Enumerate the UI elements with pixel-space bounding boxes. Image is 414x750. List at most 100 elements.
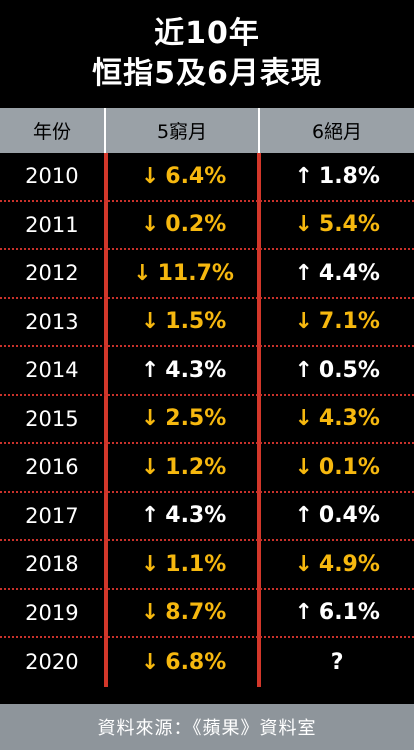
table-header: 年份 5窮月 6絕月: [0, 108, 414, 153]
may-change-cell: ↓ 8.7%: [108, 600, 260, 625]
year-cell: 2016: [25, 455, 79, 480]
header-separator: [258, 108, 260, 153]
change-value: 1.1%: [165, 551, 227, 577]
arrow-down-icon: ↓: [140, 454, 160, 480]
june-change-cell: ?: [260, 650, 414, 675]
arrow-down-icon: ↓: [140, 406, 160, 432]
arrow-up-icon: ↑: [140, 357, 160, 383]
arrow-down-icon: ↓: [140, 649, 160, 675]
arrow-down-icon: ↓: [294, 406, 313, 432]
arrow-down-icon: ↓: [140, 600, 160, 626]
june-change-cell: ↓ 4.3%: [260, 406, 414, 431]
table-row: 2015 ↓ 2.5% ↓ 4.3%: [0, 396, 414, 444]
table-row: 2020 ↓ 6.8%?: [0, 638, 414, 687]
change-value: 8.7%: [165, 600, 227, 626]
arrow-up-icon: ↑: [140, 503, 160, 529]
year-cell: 2014: [25, 358, 79, 383]
title-line-2: 恒指5及6月表現: [92, 56, 322, 91]
arrow-down-icon: ↓: [140, 212, 160, 238]
change-value: 2.5%: [165, 406, 227, 432]
change-value: 6.8%: [165, 649, 227, 675]
arrow-down-icon: ↓: [294, 551, 313, 577]
change-value: 6.1%: [318, 600, 380, 626]
chart-title: 近10年 恒指5及6月表現: [0, 0, 414, 108]
june-change-cell: ↓ 4.9%: [260, 552, 414, 577]
change-value: 0.2%: [165, 212, 227, 238]
table-row: 2010 ↓ 6.4% ↑ 1.8%: [0, 153, 414, 202]
june-change-cell: ↑ 0.4%: [260, 503, 414, 528]
june-change-cell: ↑ 6.1%: [260, 600, 414, 625]
change-value: 11.7%: [157, 260, 234, 286]
arrow-up-icon: ↑: [294, 600, 313, 626]
change-value: 4.3%: [165, 503, 227, 529]
change-value: 7.1%: [318, 309, 380, 335]
change-value: ?: [330, 649, 344, 675]
change-value: 0.1%: [318, 454, 380, 480]
change-value: 5.4%: [318, 212, 380, 238]
arrow-down-icon: ↓: [140, 309, 160, 335]
june-change-cell: ↑ 1.8%: [260, 164, 414, 189]
table-row: 2013 ↓ 1.5% ↓ 7.1%: [0, 299, 414, 347]
june-change-cell: ↓ 0.1%: [260, 455, 414, 480]
arrow-down-icon: ↓: [140, 163, 160, 189]
may-change-cell: ↓ 6.8%: [108, 650, 260, 675]
arrow-down-icon: ↓: [140, 551, 160, 577]
may-change-cell: ↓ 2.5%: [108, 406, 260, 431]
year-cell: 2020: [25, 650, 79, 675]
year-cell: 2011: [25, 212, 79, 237]
may-change-cell: ↓ 1.5%: [108, 309, 260, 334]
may-change-cell: ↓ 11.7%: [108, 261, 260, 286]
may-change-cell: ↓ 1.1%: [108, 552, 260, 577]
may-change-cell: ↓ 1.2%: [108, 455, 260, 480]
arrow-up-icon: ↑: [294, 503, 313, 529]
june-change-cell: ↓ 5.4%: [260, 212, 414, 237]
header-year: 年份: [32, 121, 71, 143]
table-row: 2011 ↓ 0.2% ↓ 5.4%: [0, 202, 414, 250]
arrow-down-icon: ↓: [133, 260, 152, 286]
change-value: 1.5%: [165, 309, 227, 335]
table-row: 2012 ↓ 11.7% ↑ 4.4%: [0, 250, 414, 299]
change-value: 1.8%: [318, 163, 380, 189]
year-cell: 2012: [25, 261, 79, 286]
table-row: 2017 ↑ 4.3% ↑ 0.4%: [0, 493, 414, 541]
change-value: 4.4%: [318, 260, 380, 286]
header-june: 6絕月: [311, 121, 363, 143]
year-cell: 2013: [25, 309, 79, 334]
year-cell: 2015: [25, 406, 79, 431]
may-change-cell: ↓ 0.2%: [108, 212, 260, 237]
change-value: 1.2%: [165, 454, 227, 480]
change-value: 4.3%: [318, 406, 380, 432]
june-change-cell: ↑ 4.4%: [260, 261, 414, 286]
year-cell: 2018: [25, 552, 79, 577]
column-divider-2: [257, 153, 261, 687]
column-divider-1: [104, 153, 108, 687]
year-cell: 2017: [25, 503, 79, 528]
arrow-up-icon: ↑: [294, 260, 313, 286]
june-change-cell: ↑ 0.5%: [260, 358, 414, 383]
arrow-down-icon: ↓: [294, 309, 313, 335]
table-row: 2014 ↑ 4.3% ↑ 0.5%: [0, 347, 414, 396]
may-change-cell: ↓ 6.4%: [108, 164, 260, 189]
arrow-up-icon: ↑: [294, 357, 313, 383]
data-table: 2010 ↓ 6.4% ↑ 1.8% 2011 ↓ 0.2% ↓ 5.4% 2012 ↓ 11.7% ↑ 4…: [0, 153, 414, 687]
change-value: 0.4%: [318, 503, 380, 529]
header-separator: [104, 108, 106, 153]
may-change-cell: ↑ 4.3%: [108, 503, 260, 528]
table-row: 2016 ↓ 1.2% ↓ 0.1%: [0, 444, 414, 493]
change-value: 0.5%: [318, 357, 380, 383]
arrow-up-icon: ↑: [294, 163, 313, 189]
change-value: 4.9%: [318, 551, 380, 577]
arrow-down-icon: ↓: [294, 212, 313, 238]
arrow-down-icon: ↓: [294, 454, 313, 480]
may-change-cell: ↑ 4.3%: [108, 358, 260, 383]
source-footer: 資料來源：《蘋果》資料室: [0, 704, 414, 750]
year-cell: 2010: [25, 164, 79, 189]
table-row: 2018 ↓ 1.1% ↓ 4.9%: [0, 541, 414, 590]
june-change-cell: ↓ 7.1%: [260, 309, 414, 334]
change-value: 6.4%: [165, 163, 227, 189]
table-row: 2019 ↓ 8.7% ↑ 6.1%: [0, 590, 414, 638]
header-may: 5窮月: [156, 121, 208, 143]
change-value: 4.3%: [165, 357, 227, 383]
year-cell: 2019: [25, 600, 79, 625]
